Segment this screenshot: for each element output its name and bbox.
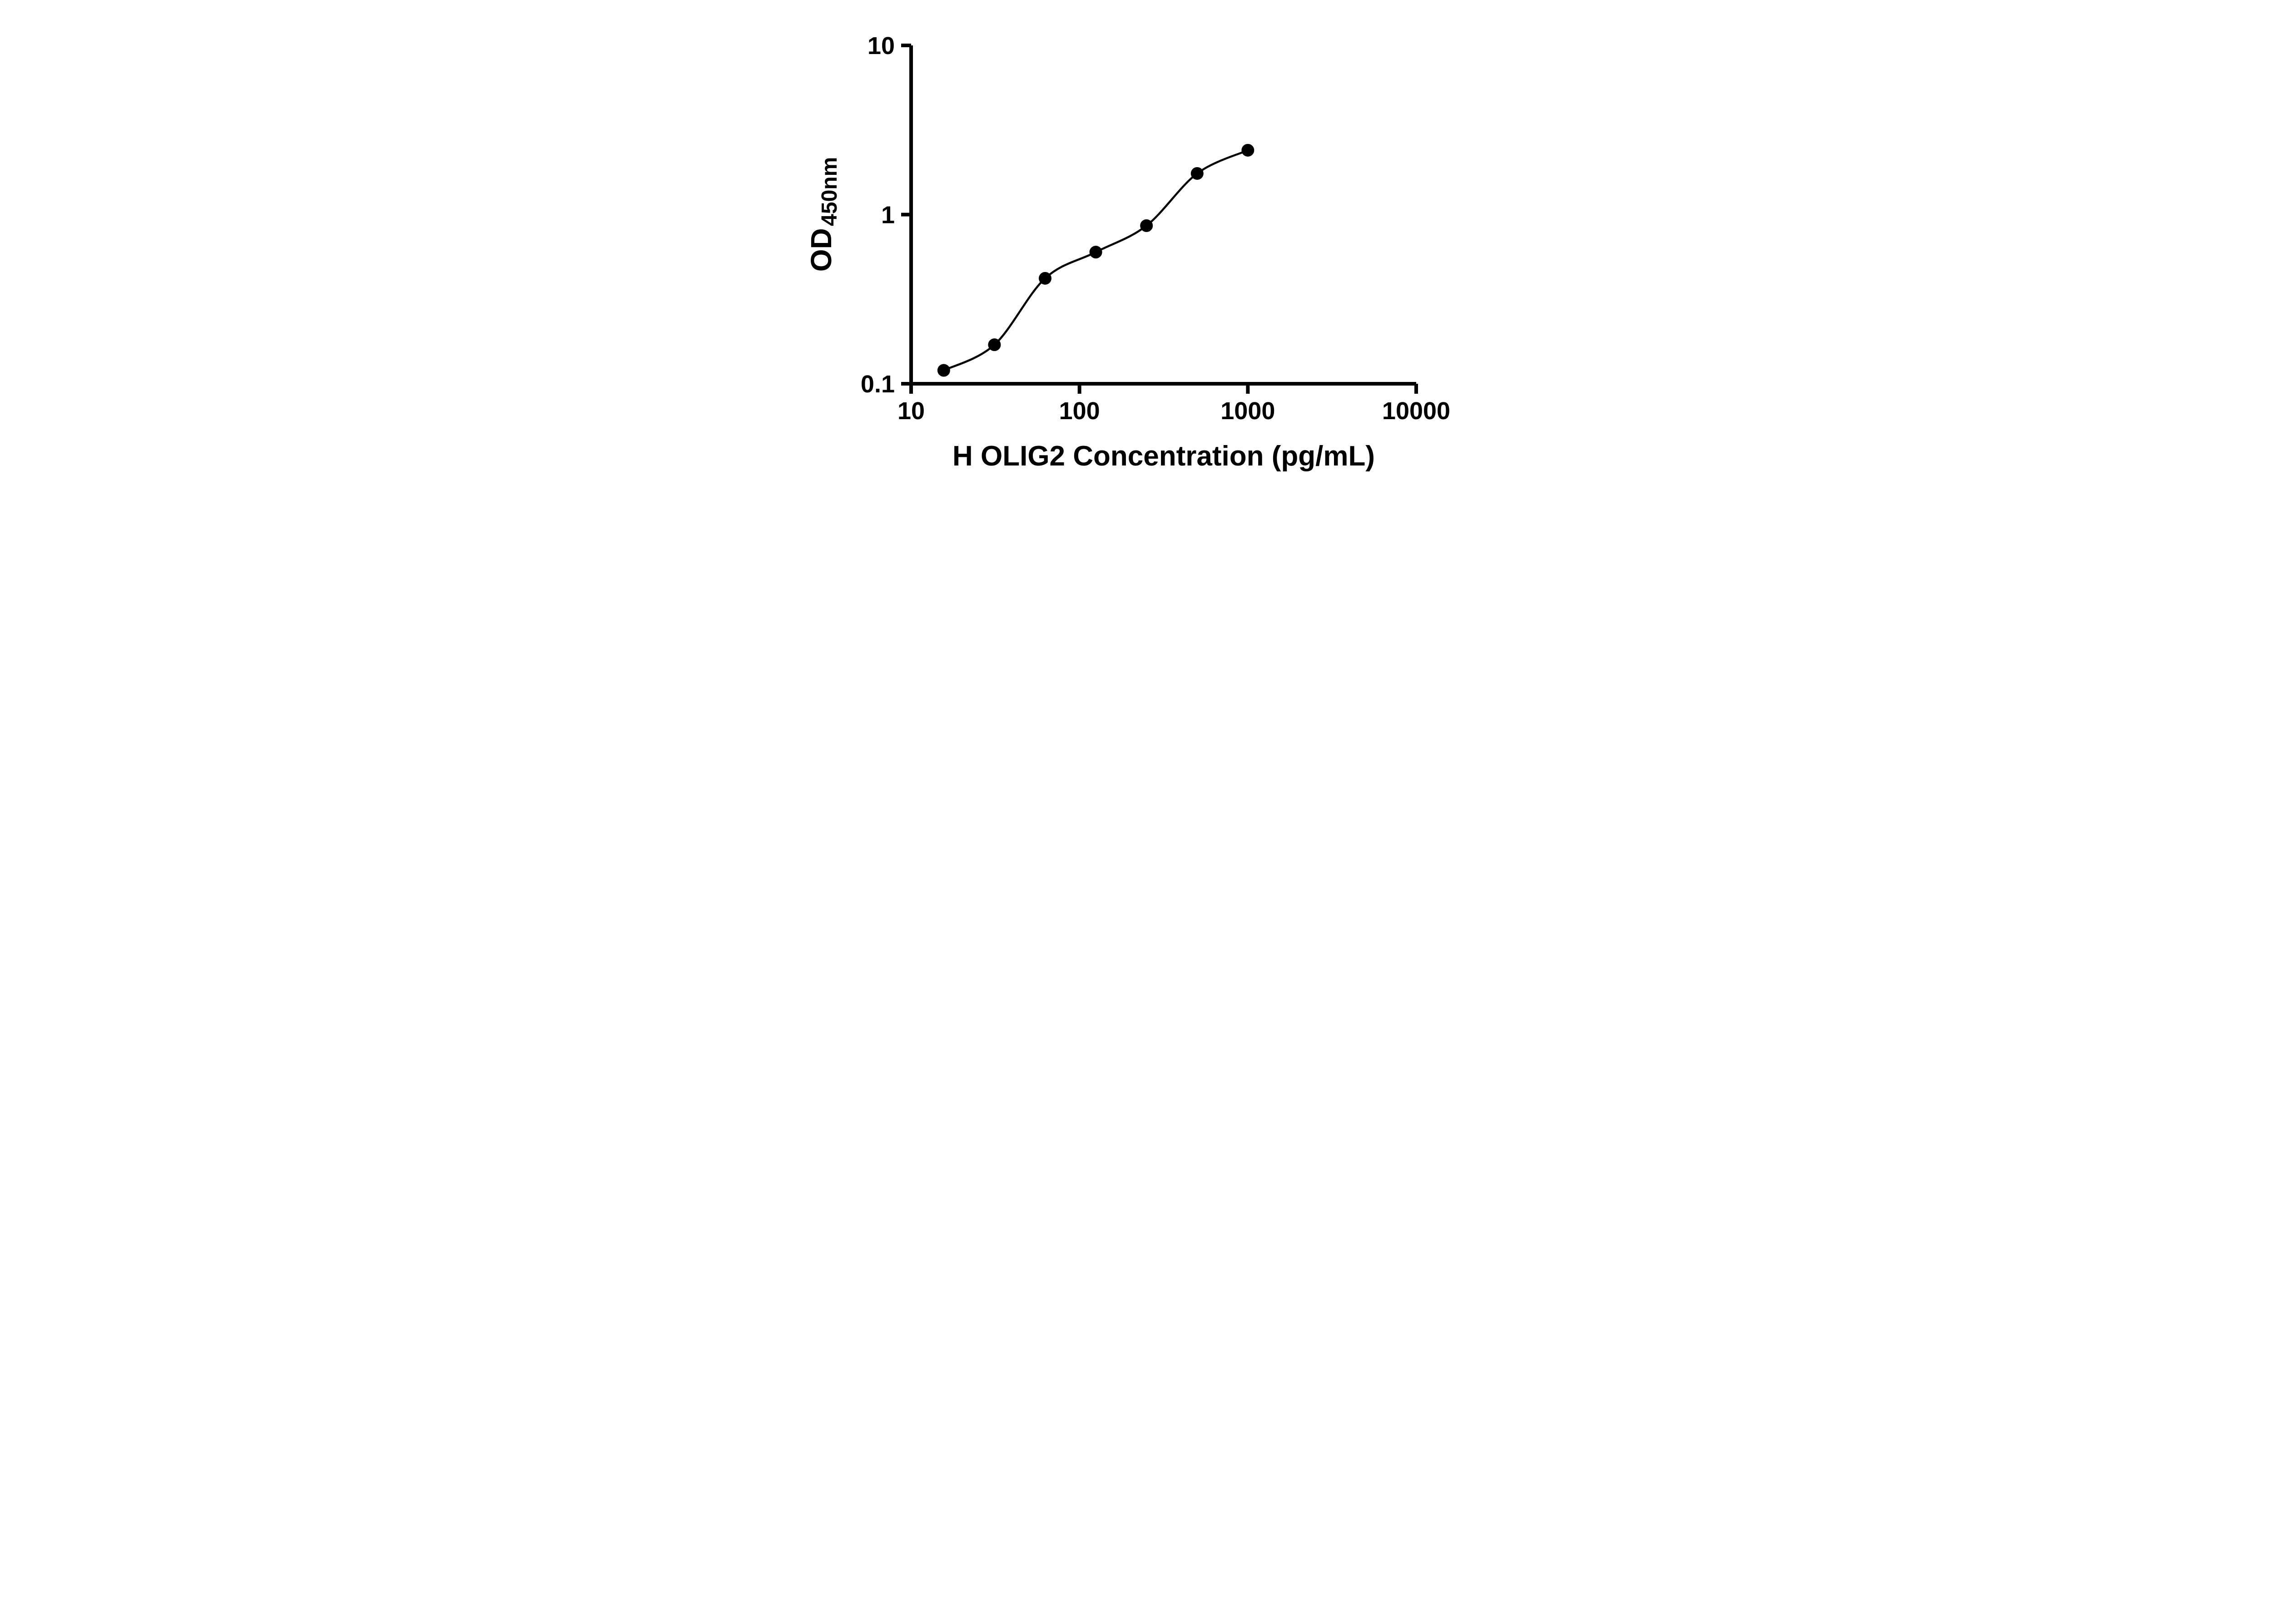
plot-layer: 10 100 1000 10000 0.1 1 10 [860,32,1450,425]
y-tick-label: 0.1 [860,371,894,398]
data-point [987,338,1001,352]
data-point [1038,272,1051,285]
data-point [1089,246,1102,259]
fit-curve [943,149,1248,371]
data-point [1241,144,1254,157]
y-axis-title-main: OD [805,228,838,272]
y-axis-title-subscript: 450nm [818,157,842,226]
elisa-standard-curve-figure: 10 100 1000 10000 0.1 1 10 H OLIG2 Concentrati… [784,0,1487,496]
x-axis-title: H OLIG2 Concentration (pg/mL) [952,441,1375,472]
data-point [1190,167,1204,180]
x-tick-label: 10000 [1382,397,1450,425]
data-point [937,364,950,377]
axis-lines [909,45,1416,386]
x-tick-label: 1000 [1220,397,1275,425]
x-tick-label: 100 [1059,397,1100,425]
standard-curve-chart: 10 100 1000 10000 0.1 1 10 H OLIG2 Concentrati… [805,32,1450,472]
data-point [1140,219,1153,232]
y-tick-label: 10 [867,32,894,59]
y-tick-label: 1 [881,202,894,229]
x-tick-label: 10 [897,397,924,425]
y-axis-title: OD 450nm [805,157,842,272]
